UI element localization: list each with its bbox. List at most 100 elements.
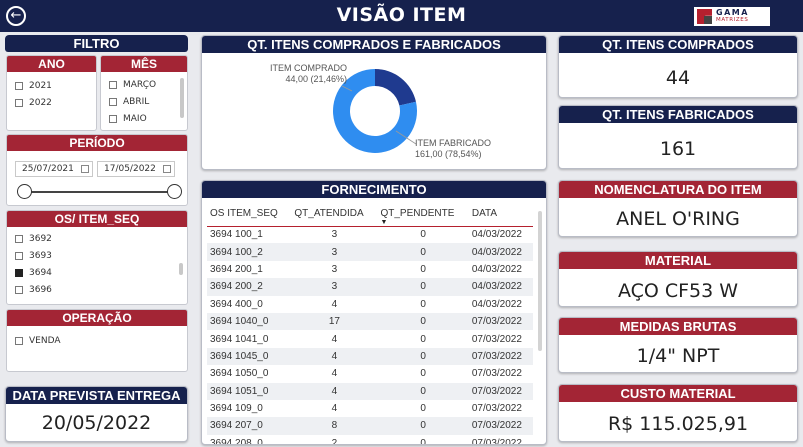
cell-data: 07/03/2022: [468, 417, 533, 435]
comprados-value: 44: [665, 67, 691, 89]
cell-qt-atendida: 17: [291, 312, 378, 331]
ano-title: ANO: [7, 56, 96, 72]
slider-start-handle[interactable]: [17, 184, 32, 199]
cell-qt-pendente: 0: [420, 333, 426, 345]
table-row[interactable]: 3694 100_1 3 0 04/03/2022: [207, 226, 533, 243]
os-item-seq-slicer: OS/ ITEM_SEQ 3692 3693 3694 3696: [6, 210, 188, 305]
cell-qt-atendida: 4: [291, 382, 378, 400]
slice-item-comprado[interactable]: [375, 69, 416, 106]
table-row[interactable]: 3694 1051_0 4 0 07/03/2022: [207, 382, 533, 400]
cell-os-item-seq: 3694 1040_0: [207, 312, 292, 331]
slider-end-handle[interactable]: [167, 184, 182, 199]
table-row[interactable]: 3694 208_0 2 0 07/03/2022: [207, 435, 533, 445]
calendar-icon[interactable]: [81, 165, 89, 173]
table-row[interactable]: 3694 200_1 3 0 04/03/2022: [207, 261, 533, 278]
page-title: VISÃO ITEM: [336, 4, 467, 26]
os-item-seq-option[interactable]: 3694: [7, 264, 187, 281]
medidas-card: MEDIDAS BRUTAS 1/4" NPT: [558, 317, 798, 373]
table-header-row: OS ITEM_SEQ QT_ATENDIDA QT_PENDENTE ▼ DAT…: [207, 202, 533, 227]
cell-qt-atendida: 3: [331, 263, 338, 275]
table-row[interactable]: 3694 200_2 3 0 04/03/2022: [207, 278, 533, 296]
material-title: MATERIAL: [559, 252, 797, 269]
os-item-seq-option[interactable]: 3693: [7, 247, 187, 264]
cell-data: 07/03/2022: [471, 333, 522, 345]
table-row[interactable]: 3694 1045_0 4 0 07/03/2022: [207, 347, 533, 366]
custo-card: CUSTO MATERIAL R$ 115.025,91: [558, 384, 798, 442]
cell-data: 07/03/2022: [468, 382, 533, 400]
data-prevista-title: DATA PREVISTA ENTREGA: [6, 387, 187, 404]
start-date-input[interactable]: 25/07/2021: [15, 161, 93, 177]
os-item-seq-option[interactable]: 3692: [7, 230, 187, 247]
nomenclatura-title: NOMENCLATURA DO ITEM: [559, 181, 797, 198]
ano-option[interactable]: 2021: [7, 77, 96, 94]
fabricados-value: 161: [659, 138, 697, 160]
cell-qt-pendente: 0: [377, 243, 469, 261]
end-date-input[interactable]: 17/05/2022: [97, 161, 175, 177]
col-data[interactable]: DATA: [468, 202, 533, 227]
leader-line: [341, 85, 353, 92]
top-bar: ← VISÃO ITEM GAMA MATRIZES: [0, 0, 803, 32]
os-item-seq-option[interactable]: 3696: [7, 281, 187, 298]
os-item-seq-scrollbar[interactable]: [179, 263, 183, 275]
mes-option[interactable]: MAIO: [101, 110, 187, 127]
back-arrow-icon[interactable]: ←: [6, 6, 26, 26]
fornecimento-table: OS ITEM_SEQ QT_ATENDIDA QT_PENDENTE ▼ DAT…: [207, 202, 533, 445]
cell-os-item-seq: 3694 1051_0: [207, 382, 292, 400]
cell-os-item-seq: 3694 1045_0: [207, 347, 292, 366]
cell-qt-pendente: 0: [377, 417, 469, 435]
cell-qt-pendente: 0: [377, 347, 469, 366]
mes-title: MÊS: [101, 56, 187, 72]
fornecimento-title: FORNECIMENTO: [202, 181, 546, 198]
fornecimento-scrollbar[interactable]: [538, 211, 542, 351]
data-prevista-value: 20/05/2022: [41, 412, 152, 434]
table-row[interactable]: 3694 100_2 3 0 04/03/2022: [207, 243, 533, 261]
cell-os-item-seq: 3694 109_0: [210, 403, 263, 415]
table-row[interactable]: 3694 400_0 4 0 04/03/2022: [207, 296, 533, 313]
ano-option[interactable]: 2022: [7, 94, 96, 111]
table-row[interactable]: 3694 1041_0 4 0 07/03/2022: [207, 330, 533, 347]
cell-qt-atendida: 4: [331, 403, 338, 415]
mes-option[interactable]: ABRIL: [101, 93, 187, 110]
cell-qt-pendente: 0: [420, 368, 426, 380]
filtro-title: FILTRO: [5, 35, 188, 52]
cell-os-item-seq: 3694 100_1: [210, 229, 263, 241]
donut-label-comprado: ITEM COMPRADO 44,00 (21,46%): [269, 63, 347, 84]
cell-qt-atendida: 4: [331, 368, 338, 380]
cell-os-item-seq: 3694 100_2: [207, 243, 292, 261]
cell-qt-atendida: 3: [291, 278, 378, 296]
fabricados-card: QT. ITENS FABRICADOS 161: [558, 105, 798, 169]
date-range-slider[interactable]: [25, 191, 175, 193]
table-row[interactable]: 3694 109_0 4 0 07/03/2022: [207, 400, 533, 417]
medidas-value: 1/4" NPT: [636, 345, 720, 367]
material-value: AÇO CF53 W: [617, 280, 739, 302]
sort-desc-icon[interactable]: ▼: [380, 218, 388, 226]
cell-data: 07/03/2022: [468, 347, 533, 366]
slice-item-fabricado[interactable]: [333, 69, 417, 153]
table-row[interactable]: 3694 1050_0 4 0 07/03/2022: [207, 365, 533, 382]
periodo-slicer: PERÍODO 25/07/2021 17/05/2022: [6, 134, 188, 206]
operacao-title: OPERAÇÃO: [7, 310, 187, 326]
col-qt-atendida[interactable]: QT_ATENDIDA: [291, 202, 378, 227]
table-row[interactable]: 3694 207_0 8 0 07/03/2022: [207, 417, 533, 435]
custo-title: CUSTO MATERIAL: [559, 385, 797, 402]
mes-scrollbar[interactable]: [180, 78, 184, 118]
comprados-title: QT. ITENS COMPRADOS: [559, 36, 797, 53]
cell-data: 04/03/2022: [471, 229, 522, 241]
cell-os-item-seq: 3694 400_0: [210, 298, 263, 310]
col-qt-pendente[interactable]: QT_PENDENTE ▼: [377, 202, 469, 227]
periodo-title: PERÍODO: [7, 135, 187, 151]
cell-qt-pendente: 0: [420, 229, 426, 241]
table-row[interactable]: 3694 1040_0 17 0 07/03/2022: [207, 312, 533, 331]
cell-qt-pendente: 0: [377, 312, 469, 331]
cell-qt-atendida: 3: [331, 229, 338, 241]
mes-option[interactable]: MARÇO: [101, 76, 187, 93]
cell-qt-atendida: 3: [291, 243, 378, 261]
os-item-seq-title: OS/ ITEM_SEQ: [7, 211, 187, 227]
cell-data: 07/03/2022: [471, 437, 522, 445]
calendar-icon[interactable]: [163, 165, 171, 173]
col-os-item-seq[interactable]: OS ITEM_SEQ: [207, 202, 292, 227]
operacao-option[interactable]: VENDA: [7, 332, 187, 349]
gama-logo: GAMA MATRIZES: [694, 7, 770, 26]
donut-chart: [333, 69, 417, 153]
cell-data: 04/03/2022: [468, 243, 533, 261]
